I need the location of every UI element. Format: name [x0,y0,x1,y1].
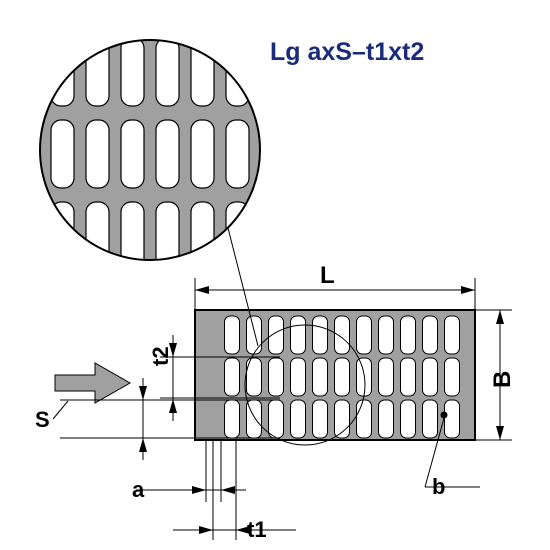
slot [335,358,350,396]
dim-s-label: S [35,407,50,432]
magnifier-slot [226,202,249,270]
dim-t2-label: t2 [148,346,173,366]
slot [423,316,438,354]
magnifier-slot [191,120,214,188]
slot [445,358,460,396]
slot [291,400,306,438]
slot [291,358,306,396]
slot [401,400,416,438]
magnifier-slot [191,202,214,270]
magnifier-slot [121,120,144,188]
slot [335,316,350,354]
slot [269,358,284,396]
slot [379,358,394,396]
dim-b-label: B [489,371,516,388]
magnifier-slot [156,120,179,188]
magnifier-slot [191,38,214,106]
magnifier-slot [86,202,109,270]
direction-arrow [55,363,130,403]
slot [357,316,372,354]
slot [269,316,284,354]
magnifier-slot [121,38,144,106]
slot [225,400,240,438]
magnifier-slot [226,120,249,188]
magnifier-slot [86,38,109,106]
slot [401,358,416,396]
slot [445,316,460,354]
slot [313,358,328,396]
slot [423,400,438,438]
slot [225,358,240,396]
slot [313,400,328,438]
slot [379,316,394,354]
magnifier-slot [86,120,109,188]
dim-a-label: a [132,477,145,502]
magnifier-slot [51,120,74,188]
dim-b-label-leader: b [432,474,445,499]
slot [357,400,372,438]
slot [423,358,438,396]
dim-t1-label: t1 [247,517,267,542]
slot [313,316,328,354]
slot [401,316,416,354]
slot [291,316,306,354]
slot-marker-dot [441,412,448,419]
dim-l-label: L [320,262,335,289]
title-text: Lg axS–t1xt2 [270,38,424,66]
magnifier-slot [156,38,179,106]
magnifier-slot [51,202,74,270]
slot [225,316,240,354]
slot [379,400,394,438]
magnifier-group [35,35,265,270]
slot [445,400,460,438]
slot [247,316,262,354]
slot [269,400,284,438]
